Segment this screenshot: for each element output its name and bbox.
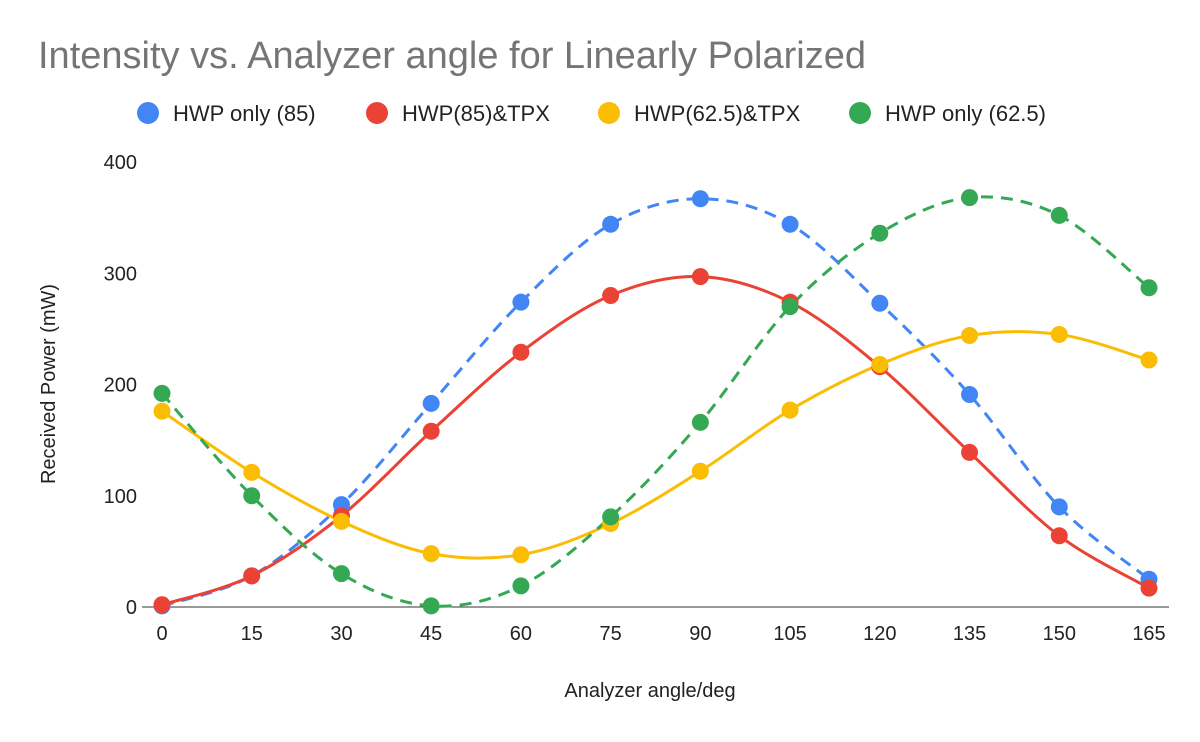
data-point-series-2 <box>153 596 171 614</box>
chart-title: Intensity vs. Analyzer angle for Linearl… <box>38 35 866 77</box>
legend-marker <box>366 102 388 124</box>
data-point-series-2 <box>422 422 440 440</box>
data-point-series-4 <box>691 413 709 431</box>
legend-label: HWP only (85) <box>173 101 316 126</box>
legend-marker <box>598 102 620 124</box>
series-line-1 <box>161 197 1150 608</box>
x-tick-label: 120 <box>863 623 896 645</box>
data-point-series-1 <box>781 215 799 233</box>
x-tick-label: 165 <box>1132 623 1165 645</box>
y-axis-ticks: 0 100 200 300 400 <box>104 152 137 619</box>
series-line-2 <box>161 275 1150 607</box>
legend-marker <box>849 102 871 124</box>
x-tick-label: 150 <box>1043 623 1076 645</box>
data-point-series-2 <box>512 343 530 361</box>
legend-marker <box>137 102 159 124</box>
data-point-series-3 <box>871 355 889 373</box>
data-point-series-3 <box>332 512 350 530</box>
x-tick-label: 30 <box>330 623 352 645</box>
legend: HWP only (85) HWP(85)&TPX HWP(62.5)&TPX HWP… <box>137 101 1046 126</box>
data-point-series-3 <box>781 401 799 419</box>
x-tick-label: 45 <box>420 623 442 645</box>
data-point-series-3 <box>422 545 440 563</box>
data-point-series-1 <box>512 293 530 311</box>
y-tick-label: 0 <box>126 597 137 619</box>
data-point-series-3 <box>691 462 709 480</box>
data-point-series-3 <box>243 463 261 481</box>
data-point-series-1 <box>422 394 440 412</box>
data-point-series-4 <box>1050 206 1068 224</box>
data-point-series-3 <box>1050 325 1068 343</box>
y-tick-label: 200 <box>104 375 137 397</box>
series-line-3 <box>161 330 1150 560</box>
series-lines <box>160 195 1150 608</box>
data-point-series-4 <box>871 224 889 242</box>
data-point-series-4 <box>1140 279 1158 297</box>
y-tick-label: 100 <box>104 486 137 508</box>
data-point-series-1 <box>691 190 709 208</box>
x-tick-label: 15 <box>241 623 263 645</box>
data-point-series-1 <box>871 294 889 312</box>
legend-label: HWP(62.5)&TPX <box>634 101 801 126</box>
series-line-4 <box>160 195 1150 608</box>
data-point-series-4 <box>332 565 350 583</box>
data-point-series-3 <box>961 327 979 345</box>
x-axis-ticks: 0 15 30 45 60 75 90 105 120 135 150 165 <box>156 623 1165 645</box>
data-point-series-2 <box>961 443 979 461</box>
y-tick-label: 300 <box>104 263 137 285</box>
data-point-series-2 <box>602 287 620 304</box>
data-point-series-4 <box>961 189 979 207</box>
data-point-series-1 <box>961 386 979 404</box>
data-point-series-4 <box>153 384 171 402</box>
x-tick-label: 90 <box>689 623 711 645</box>
data-point-series-3 <box>512 546 530 564</box>
data-point-series-4 <box>422 597 440 615</box>
data-point-series-2 <box>691 268 709 286</box>
x-tick-label: 60 <box>510 623 532 645</box>
y-axis-label: Received Power (mW) <box>38 284 60 484</box>
data-point-series-1 <box>602 215 620 233</box>
data-point-series-4 <box>781 298 799 316</box>
data-point-series-2 <box>1050 527 1068 545</box>
series-points <box>153 189 1158 615</box>
legend-label: HWP(85)&TPX <box>402 101 550 126</box>
x-tick-label: 75 <box>600 623 622 645</box>
data-point-series-4 <box>243 487 261 505</box>
data-point-series-2 <box>1140 579 1158 597</box>
data-point-series-4 <box>602 508 620 526</box>
data-point-series-3 <box>1140 351 1158 369</box>
legend-label: HWP only (62.5) <box>885 101 1046 126</box>
x-axis-label: Analyzer angle/deg <box>564 680 735 702</box>
data-point-series-3 <box>153 402 171 420</box>
data-point-series-2 <box>243 567 261 585</box>
data-point-series-4 <box>512 577 530 595</box>
x-tick-label: 0 <box>156 623 167 645</box>
x-tick-label: 105 <box>773 623 806 645</box>
y-tick-label: 400 <box>104 152 137 174</box>
x-tick-label: 135 <box>953 623 986 645</box>
data-point-series-1 <box>1050 498 1068 516</box>
